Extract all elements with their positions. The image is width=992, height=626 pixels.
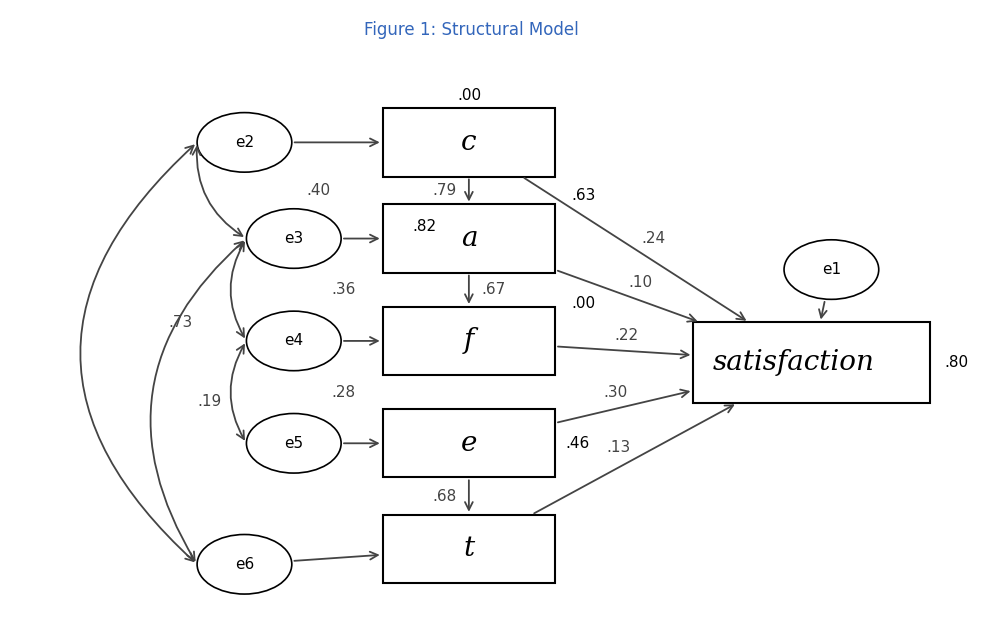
Bar [383, 307, 556, 375]
Text: .28: .28 [331, 384, 355, 399]
Circle shape [246, 208, 341, 269]
Text: e4: e4 [285, 334, 304, 349]
Text: .68: .68 [433, 488, 456, 503]
Text: .00: .00 [457, 88, 481, 103]
Text: .00: .00 [571, 296, 595, 311]
Text: .40: .40 [307, 183, 330, 198]
Text: .10: .10 [628, 275, 652, 290]
Text: .30: .30 [603, 385, 628, 400]
Text: .19: .19 [197, 394, 222, 409]
Text: .67: .67 [481, 282, 506, 297]
Text: e2: e2 [235, 135, 254, 150]
Text: .24: .24 [641, 231, 665, 246]
Text: .63: .63 [571, 188, 595, 203]
Text: f: f [463, 327, 474, 354]
Text: t: t [463, 535, 474, 562]
Bar [693, 322, 930, 403]
Bar [383, 409, 556, 478]
Text: .22: .22 [615, 328, 639, 343]
Text: e6: e6 [235, 557, 254, 572]
Bar [383, 108, 556, 177]
Text: a: a [460, 225, 477, 252]
Text: e1: e1 [821, 262, 841, 277]
Text: e3: e3 [284, 231, 304, 246]
Circle shape [246, 311, 341, 371]
Text: e: e [460, 430, 477, 457]
Text: .46: .46 [565, 436, 589, 451]
Text: c: c [461, 129, 476, 156]
Text: .82: .82 [412, 218, 436, 233]
Text: .79: .79 [433, 183, 456, 198]
Text: .73: .73 [169, 315, 192, 330]
Text: e5: e5 [285, 436, 304, 451]
Circle shape [197, 535, 292, 594]
Circle shape [246, 414, 341, 473]
Text: Figure 1: Structural Model: Figure 1: Structural Model [364, 21, 578, 39]
Bar [383, 515, 556, 583]
Text: satisfaction: satisfaction [713, 349, 875, 376]
Text: .13: .13 [606, 439, 631, 454]
Text: .80: .80 [944, 355, 969, 370]
Bar [383, 205, 556, 273]
Circle shape [197, 113, 292, 172]
Text: .36: .36 [331, 282, 355, 297]
Circle shape [784, 240, 879, 299]
